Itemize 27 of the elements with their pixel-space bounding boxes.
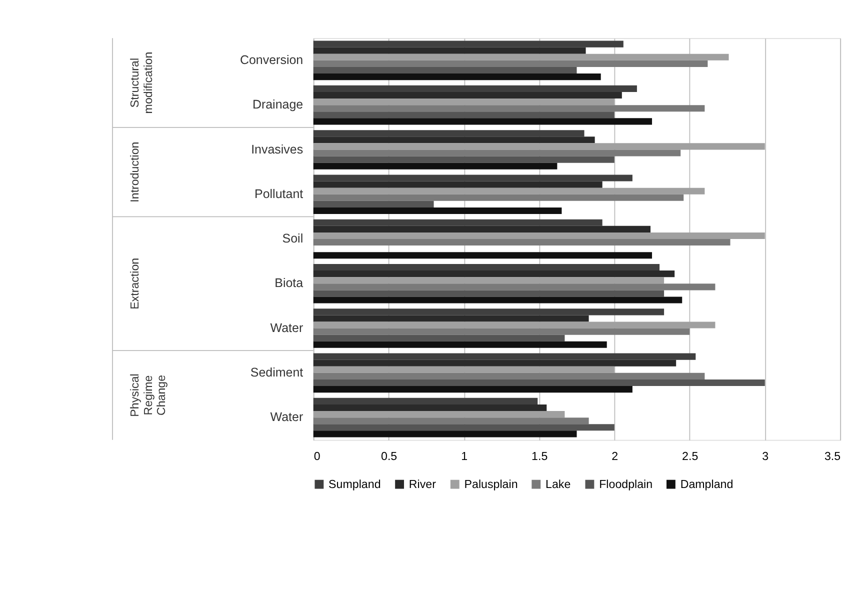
x-tick-label: 1 <box>461 450 468 463</box>
y-tick-label: Soil <box>282 232 304 246</box>
y-tick-label: Conversion <box>240 53 304 68</box>
text: Introduction <box>128 142 142 202</box>
legend-label: Floodplain <box>599 478 653 491</box>
x-tick-label: 1.5 <box>532 450 548 463</box>
x-tick-label: 2.5 <box>682 450 698 463</box>
y-tick-label: Water <box>270 410 304 424</box>
x-tick-label: 3.5 <box>824 450 841 463</box>
y-tick-label: Invasives <box>251 142 304 156</box>
legend-label: Lake <box>546 478 571 491</box>
x-tick-label: 0.5 <box>381 450 398 463</box>
legend-label: Palusplain <box>464 478 518 491</box>
legend-label: River <box>408 478 436 491</box>
y-tick-label: Water <box>270 320 304 335</box>
x-tick-label: 2 <box>612 450 618 463</box>
text: Extraction <box>128 258 142 310</box>
x-tick-label: 0 <box>314 450 320 463</box>
y-tick-label: Pollutant <box>254 186 304 201</box>
y-tick-label: Drainage <box>252 98 304 112</box>
text: Structural modification <box>128 52 155 114</box>
text: Physical Regime Change <box>128 374 168 417</box>
legend-label: Sumpland <box>328 478 381 491</box>
y-tick-label: Biota <box>274 276 304 290</box>
x-tick-label: 3 <box>762 450 769 463</box>
y-tick-label: Sediment <box>250 365 304 380</box>
legend-label: Dampland <box>680 478 734 491</box>
